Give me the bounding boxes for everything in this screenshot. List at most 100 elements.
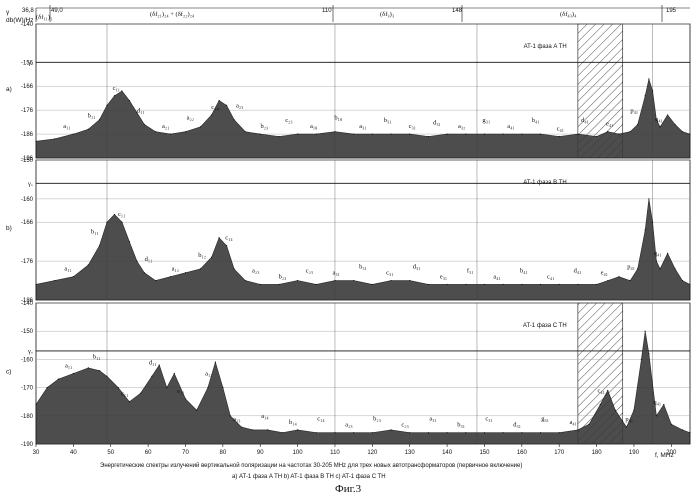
- spectrum-point: [159, 364, 160, 365]
- y-tick-label: -140: [21, 22, 34, 28]
- y-tick-label: -140: [21, 301, 34, 307]
- spectrum-point: [540, 284, 541, 285]
- spectrum-point: [334, 131, 335, 132]
- spectrum-point: [682, 280, 683, 281]
- spectrum-point: [222, 387, 223, 388]
- x-tick-label: 150: [479, 450, 490, 456]
- panel-letter: a): [6, 86, 12, 93]
- spectrum-point: [114, 95, 115, 96]
- spectrum-point: [73, 373, 74, 374]
- x-tick-label: 110: [330, 450, 340, 456]
- legend-line: а) AT-1 фаза A TH b) AT-1 фаза B TH c) A…: [232, 474, 386, 480]
- spectrum-point: [641, 359, 642, 360]
- spectrum-point: [521, 133, 522, 134]
- peak-label: a₂₃: [345, 422, 352, 429]
- peak-label: d₁₁: [145, 256, 153, 263]
- spectrum-point: [35, 284, 36, 285]
- threshold-label: γₒ: [27, 348, 33, 355]
- x-tick-label: 60: [145, 450, 152, 456]
- spectrum-point: [174, 373, 175, 374]
- spectrum-area: [36, 199, 690, 300]
- spectrum-point: [540, 432, 541, 433]
- spectrum-point: [129, 401, 130, 402]
- spectrum-point: [233, 268, 234, 269]
- peak-label: b₃₁: [384, 117, 392, 124]
- peak-label: p₄₁: [630, 108, 638, 115]
- spectrum-point: [278, 136, 279, 137]
- spectrum-point: [674, 268, 675, 269]
- threshold-label: γₒ: [27, 180, 33, 187]
- peak-label: b₂₃: [279, 273, 287, 280]
- x-tick-label: 90: [257, 450, 264, 456]
- spectrum-point: [151, 376, 152, 377]
- band-tick-5: 195: [666, 8, 677, 14]
- x-unit-label: f, MHz: [655, 452, 674, 459]
- spectrum-point: [114, 214, 115, 215]
- y-symbol: γ: [6, 9, 10, 16]
- peak-label: c₃₁: [485, 416, 492, 423]
- spectrum-point: [409, 432, 410, 433]
- peak-label: q₄₁: [654, 250, 662, 257]
- peak-label: a₄₁: [507, 123, 514, 130]
- peak-label: d₁₁: [149, 359, 157, 366]
- peak-label: d₄₁: [574, 267, 582, 274]
- spectrum-point: [409, 280, 410, 281]
- y-tick-label: -176: [21, 108, 34, 114]
- peak-label: b₁₂: [198, 252, 206, 259]
- spectrum-point: [211, 114, 212, 115]
- spectrum-point: [88, 367, 89, 368]
- spectrum-point: [88, 129, 89, 130]
- band-tick-4: 148: [452, 8, 463, 14]
- spectrum-point: [390, 133, 391, 134]
- peak-label: b₃₁: [457, 422, 465, 429]
- spectrum-point: [200, 126, 201, 127]
- y-tick-label: -160: [21, 197, 34, 203]
- x-tick-label: 130: [405, 450, 416, 456]
- peak-label: a₃₂: [458, 123, 465, 130]
- peak-label: a₂₃: [236, 103, 243, 110]
- peak-label: e₁₁: [177, 388, 184, 395]
- band-label-1: (δf₁₁)₁: [36, 14, 52, 21]
- spectrum-point: [645, 95, 646, 96]
- spectrum-point: [390, 280, 391, 281]
- peak-label: a₂₁: [162, 123, 169, 130]
- spectrum-point: [353, 432, 354, 433]
- spectrum-point: [170, 133, 171, 134]
- spectrum-point: [682, 131, 683, 132]
- spectrum-point: [559, 284, 560, 285]
- spectrum-point: [260, 133, 261, 134]
- peak-label: b₁₈: [334, 115, 342, 122]
- peak-label: d₃₁: [413, 264, 421, 271]
- spectrum-point: [140, 393, 141, 394]
- peak-label: e₄₁: [601, 270, 608, 277]
- y-tick-label: -166: [21, 84, 34, 90]
- peak-label: c₄₁: [557, 125, 564, 132]
- spectrum-point: [245, 131, 246, 132]
- spectrum-point: [106, 105, 107, 106]
- spectrum-point: [656, 261, 657, 262]
- y-tick-label: -170: [21, 386, 34, 392]
- spectrum-point: [35, 141, 36, 142]
- spectrum-point: [334, 280, 335, 281]
- spectrum-point: [88, 264, 89, 265]
- spectrum-point: [626, 426, 627, 427]
- caption: Энергетические спектры излучений вертика…: [100, 462, 522, 469]
- spectrum-point: [600, 404, 601, 405]
- peak-label: c₄₁: [547, 273, 554, 280]
- y-tick-label: -150: [21, 329, 34, 335]
- x-tick-label: 180: [592, 450, 603, 456]
- spectrum-point: [155, 280, 156, 281]
- panel-2: -150-160-166-176-186γₒb)AT-1 фаза B THa₁…: [6, 158, 691, 304]
- spectrum-point: [219, 237, 220, 238]
- x-tick-label: 190: [629, 450, 640, 456]
- spectrum-point: [230, 415, 231, 416]
- peak-label: g₃₁: [541, 416, 549, 423]
- spectrum-point: [596, 284, 597, 285]
- spectrum-point: [121, 90, 122, 91]
- y-tick-label: -166: [21, 220, 34, 226]
- spectrum-point: [645, 331, 646, 332]
- spectrum-point: [54, 280, 55, 281]
- peak-label: p₄₁: [625, 416, 633, 423]
- spectrum-point: [353, 280, 354, 281]
- spectrum-point: [353, 133, 354, 134]
